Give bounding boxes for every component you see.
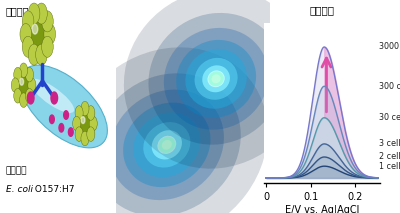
Circle shape (44, 24, 56, 45)
Circle shape (20, 63, 28, 78)
Circle shape (87, 127, 95, 141)
Circle shape (75, 106, 83, 120)
Text: 300 cells: 300 cells (379, 82, 400, 91)
Circle shape (20, 24, 32, 45)
Circle shape (81, 101, 89, 116)
Circle shape (28, 78, 36, 92)
Ellipse shape (158, 136, 176, 154)
Circle shape (20, 78, 24, 85)
Circle shape (81, 131, 89, 146)
Circle shape (22, 36, 34, 57)
Circle shape (26, 67, 34, 82)
Circle shape (11, 78, 19, 92)
Ellipse shape (124, 0, 308, 169)
Circle shape (28, 3, 40, 24)
Ellipse shape (176, 40, 256, 118)
Text: 30 cells: 30 cells (379, 113, 400, 122)
X-axis label: E/V vs. Ag|AgCl: E/V vs. Ag|AgCl (285, 205, 359, 213)
Ellipse shape (158, 137, 175, 153)
Ellipse shape (66, 47, 268, 213)
Circle shape (89, 116, 97, 131)
Ellipse shape (194, 58, 238, 100)
Circle shape (59, 124, 64, 132)
Circle shape (42, 36, 53, 57)
Circle shape (27, 92, 34, 104)
Ellipse shape (162, 140, 172, 150)
Text: 1 cell: 1 cell (379, 162, 400, 171)
Circle shape (14, 88, 22, 103)
Circle shape (14, 67, 22, 82)
Text: E. coli: E. coli (6, 185, 33, 194)
Circle shape (19, 76, 28, 94)
Ellipse shape (133, 112, 200, 177)
Circle shape (80, 115, 90, 132)
Circle shape (81, 117, 85, 124)
Circle shape (50, 115, 54, 124)
Text: 2 cells: 2 cells (379, 153, 400, 161)
Circle shape (32, 24, 38, 34)
Circle shape (28, 44, 40, 65)
Ellipse shape (208, 71, 225, 87)
Text: 3000 cells: 3000 cells (379, 43, 400, 52)
Ellipse shape (30, 79, 74, 113)
Circle shape (36, 44, 47, 65)
Text: 電流応答: 電流応答 (310, 6, 334, 16)
Text: ナノラズベリー標識した標的細菌: ナノラズベリー標識した標的細菌 (149, 6, 237, 16)
Ellipse shape (202, 65, 230, 92)
Circle shape (36, 3, 47, 24)
Text: 3 cells: 3 cells (379, 139, 400, 148)
Circle shape (26, 88, 34, 103)
Ellipse shape (123, 103, 210, 187)
Ellipse shape (208, 71, 224, 86)
Ellipse shape (185, 49, 247, 109)
Circle shape (42, 11, 53, 32)
Circle shape (31, 22, 45, 47)
Ellipse shape (20, 65, 107, 148)
Ellipse shape (164, 28, 268, 130)
Ellipse shape (143, 122, 190, 168)
Ellipse shape (110, 90, 224, 200)
Ellipse shape (152, 130, 182, 160)
Ellipse shape (212, 74, 221, 83)
Circle shape (68, 128, 73, 136)
Circle shape (75, 127, 83, 141)
Circle shape (64, 111, 68, 119)
Ellipse shape (148, 13, 284, 145)
Circle shape (87, 106, 95, 120)
Text: ナノラズベリー: ナノラズベリー (6, 6, 47, 16)
Circle shape (73, 116, 81, 131)
Ellipse shape (93, 73, 241, 213)
Text: 標的細菌: 標的細菌 (6, 166, 27, 175)
Circle shape (51, 92, 58, 104)
Circle shape (22, 11, 34, 32)
Circle shape (20, 93, 28, 107)
Text: O157:H7: O157:H7 (32, 185, 74, 194)
